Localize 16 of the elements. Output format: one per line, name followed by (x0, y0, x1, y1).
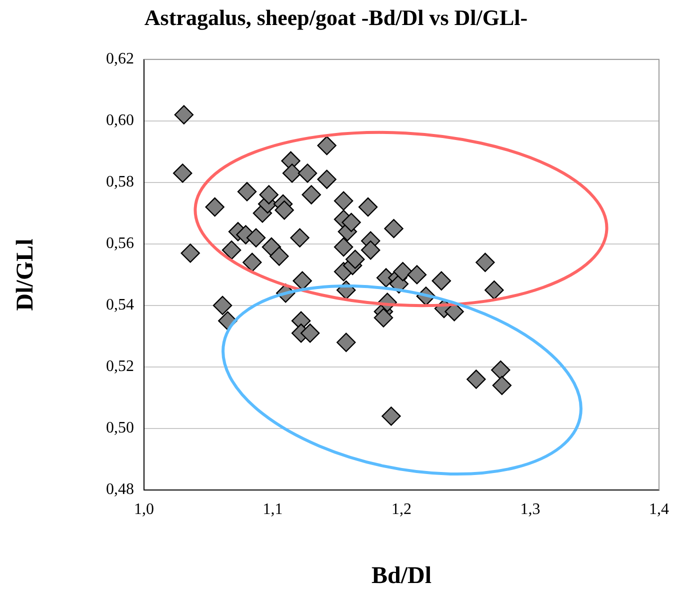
y-tick-label: 0,48 (106, 481, 134, 498)
y-tick-label: 0,52 (106, 358, 134, 376)
x-axis-title: Bd/Dl (371, 562, 432, 589)
x-tick-label: 1,1 (262, 500, 283, 518)
y-axis-title: Dl/GLl (12, 238, 39, 311)
y-tick-label: 0,62 (106, 50, 134, 68)
x-tick-label: 1,4 (649, 500, 669, 518)
x-tick-label: 1,2 (392, 500, 412, 518)
x-tick-label: 1,3 (520, 500, 540, 518)
y-tick-label: 0,58 (106, 174, 134, 191)
y-tick-label: 0,54 (106, 296, 134, 314)
chart-title: Astragalus, sheep/goat -Bd/Dl vs Dl/GLl- (144, 4, 528, 30)
x-tick-label: 1,0 (134, 500, 154, 518)
y-tick-label: 0,50 (106, 420, 134, 437)
y-tick-label: 0,60 (106, 112, 134, 130)
y-tick-label: 0,56 (106, 235, 134, 252)
